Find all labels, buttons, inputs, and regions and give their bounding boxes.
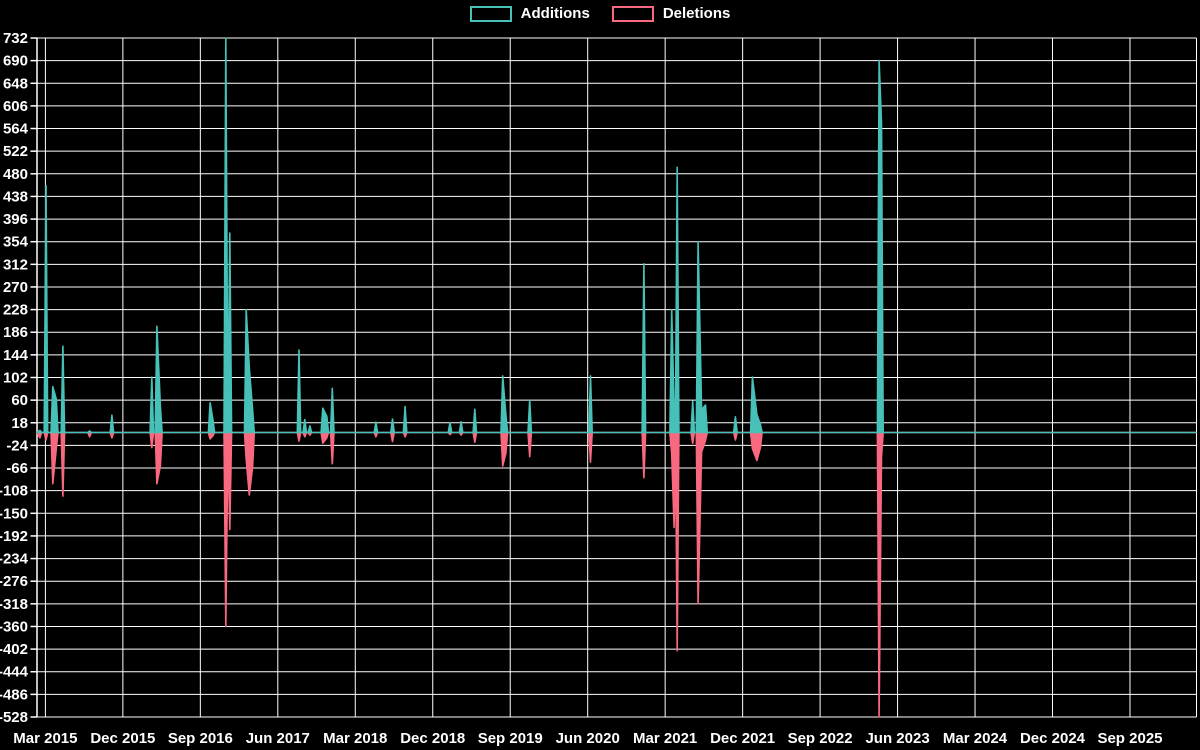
svg-text:-360: -360 [0,618,28,635]
svg-text:Mar 2024: Mar 2024 [943,730,1008,747]
deletions-color-swatch-icon [611,5,654,22]
svg-text:606: 606 [3,98,28,115]
svg-text:186: 186 [3,324,28,341]
svg-text:312: 312 [3,256,28,273]
svg-text:-234: -234 [0,551,29,568]
deletions-series-line [36,431,1197,718]
svg-text:60: 60 [11,392,28,409]
svg-text:102: 102 [3,370,28,387]
svg-text:Dec 2018: Dec 2018 [400,730,465,747]
svg-text:-150: -150 [0,505,28,522]
svg-text:Sep 2016: Sep 2016 [168,730,233,747]
svg-text:-444: -444 [0,664,29,681]
svg-text:Mar 2018: Mar 2018 [323,730,387,747]
svg-text:Jun 2017: Jun 2017 [246,730,310,747]
svg-text:Jun 2020: Jun 2020 [556,730,620,747]
svg-text:522: 522 [3,143,28,160]
svg-text:-402: -402 [0,641,28,658]
additions-series-line [36,37,1197,434]
x-axis-labels: Mar 2015 Dec 2015 Sep 2016 Jun 2017 Mar 2018… [13,730,1162,747]
svg-text:732: 732 [3,30,28,47]
svg-text:-528: -528 [0,709,28,726]
svg-text:564: 564 [3,121,29,138]
series-lines [36,37,1197,718]
svg-text:354: 354 [3,234,29,251]
svg-text:-276: -276 [0,573,28,590]
legend-item-deletions[interactable]: Deletions [611,5,731,22]
svg-text:Mar 2015: Mar 2015 [13,730,77,747]
svg-text:-24: -24 [6,437,28,454]
svg-text:270: 270 [3,279,28,296]
svg-text:Sep 2025: Sep 2025 [1097,730,1162,747]
svg-text:18: 18 [11,415,28,432]
legend: Additions Deletions [0,5,1200,22]
svg-text:-66: -66 [6,460,28,477]
svg-text:Dec 2015: Dec 2015 [90,730,155,747]
svg-text:648: 648 [3,75,28,92]
svg-text:-318: -318 [0,596,28,613]
svg-text:Dec 2024: Dec 2024 [1020,730,1086,747]
svg-text:-108: -108 [0,483,28,500]
svg-text:144: 144 [3,347,29,364]
svg-text:Sep 2019: Sep 2019 [478,730,543,747]
legend-deletions-label: Deletions [662,5,731,22]
y-axis-labels: 732 690 648 606 564 522 480 438 396 354 312 270 228 1… [0,30,29,726]
svg-text:-192: -192 [0,528,28,545]
svg-text:690: 690 [3,53,28,70]
svg-text:Jun 2023: Jun 2023 [865,730,929,747]
svg-text:396: 396 [3,211,28,228]
svg-text:438: 438 [3,188,28,205]
grid [30,37,1197,718]
legend-item-additions[interactable]: Additions [469,5,590,22]
svg-text:228: 228 [3,302,28,319]
svg-text:Dec 2021: Dec 2021 [710,730,775,747]
svg-text:480: 480 [3,166,28,183]
svg-text:Mar 2021: Mar 2021 [633,730,697,747]
svg-text:-486: -486 [0,686,28,703]
svg-text:Sep 2022: Sep 2022 [788,730,853,747]
legend-additions-label: Additions [520,5,590,22]
additions-color-swatch-icon [469,5,512,22]
